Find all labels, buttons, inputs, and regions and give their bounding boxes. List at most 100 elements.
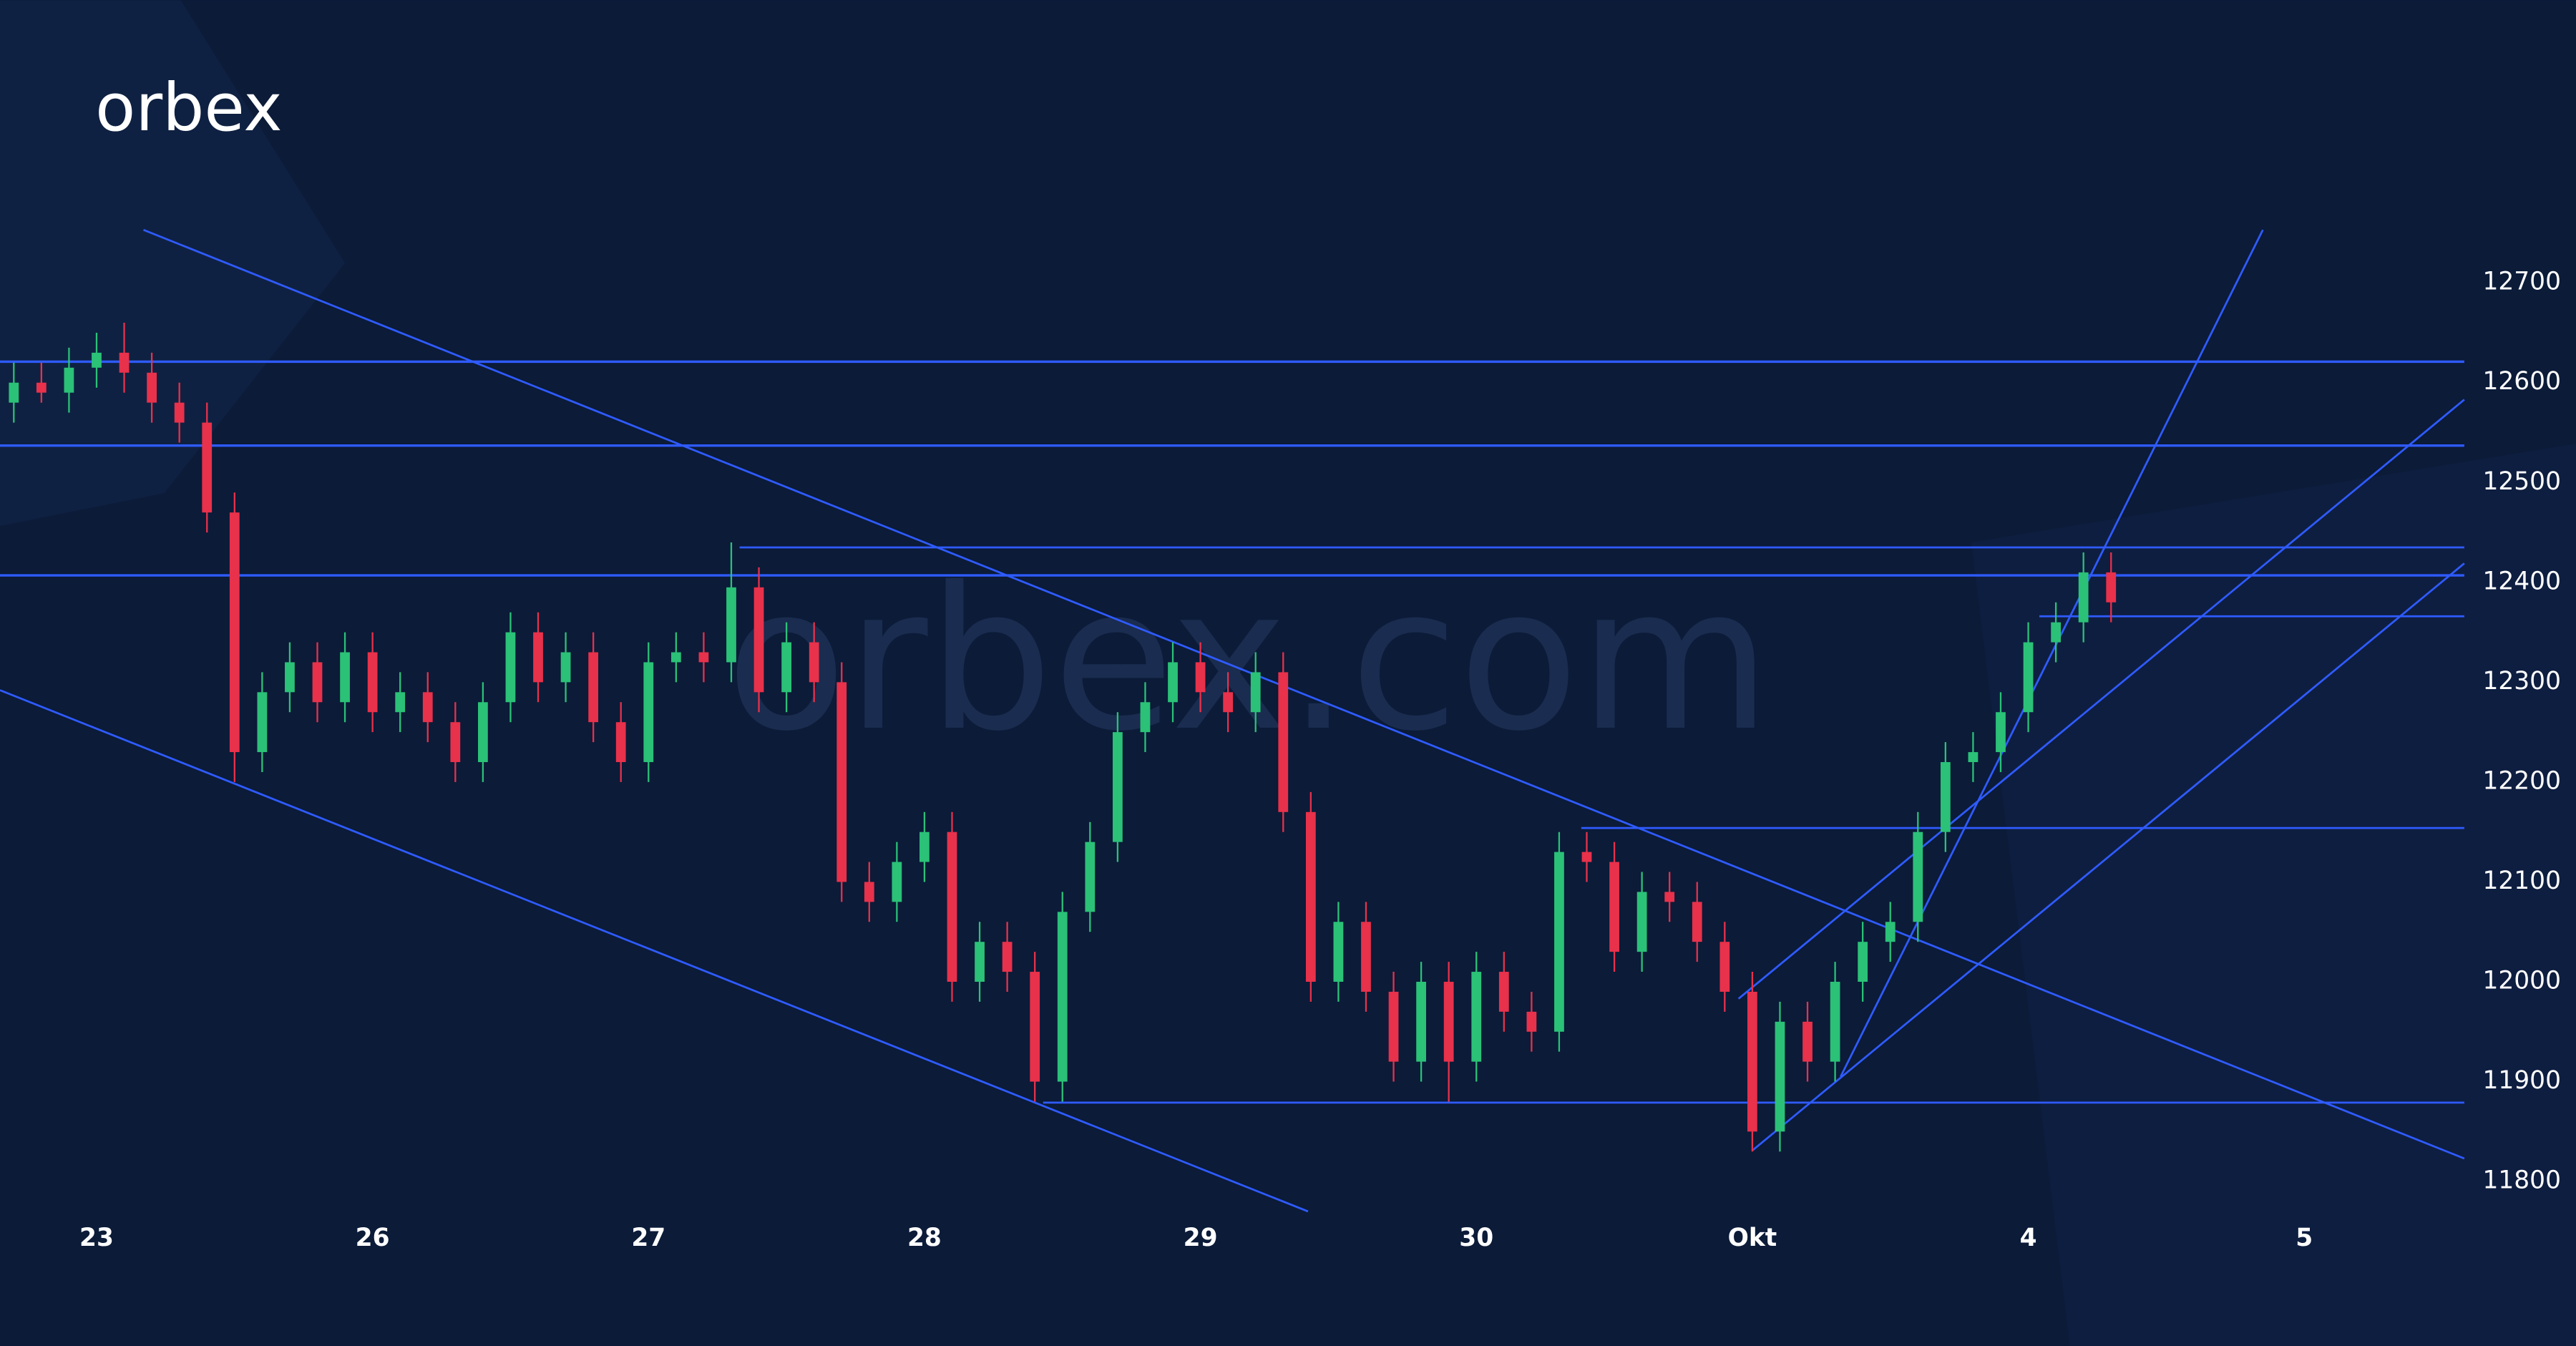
watermark: orbex.com [726,545,1771,774]
candle-body [1913,832,1923,922]
candle-body [64,367,74,393]
candle-body [202,422,213,513]
candle-body [1333,922,1344,982]
candle-body [864,882,874,902]
candle-body [1113,732,1123,842]
y-tick-label: 12400 [2482,567,2561,595]
candle-body [505,632,516,703]
candle-body [1140,702,1151,733]
candle-body [2106,572,2117,603]
candle-body [1802,1021,1813,1062]
candle-body [1471,972,1482,1062]
candle-body [1416,982,1426,1062]
bg-shape [1971,444,2576,1346]
candle-body [422,692,433,723]
candle-body [919,832,930,862]
candle-body [2023,642,2034,713]
candle-body [698,652,709,663]
candle-body [395,692,406,713]
candle-body [1830,982,1840,1062]
candle-body [1002,942,1013,972]
candle-body [478,702,488,763]
x-tick-label: 5 [2296,1224,2313,1252]
x-tick-label: 23 [79,1224,114,1252]
candle-body [1692,902,1702,942]
candle-body [1775,1021,1785,1132]
x-tick-label: 28 [907,1224,942,1252]
candle-body [1085,842,1096,912]
candle-body [726,587,736,663]
candle-body [1996,712,2006,753]
candle-body [670,652,681,663]
candle-body [1554,852,1564,1032]
y-tick-label: 12700 [2482,268,2561,296]
candle-body [2051,622,2061,643]
candle-body [1278,672,1289,812]
candle-body [147,372,157,403]
candle-body [174,402,185,423]
candle-body [1057,912,1068,1082]
candle-body [1305,811,1316,982]
x-tick-label: 4 [2020,1224,2037,1252]
candle-body [975,942,985,982]
y-tick-label: 12600 [2482,367,2561,396]
trend-line [1752,562,2465,1151]
candle-body [1195,662,1206,693]
y-tick-label: 11800 [2482,1166,2561,1195]
candle-body [1030,972,1040,1082]
x-tick-label: 30 [1459,1224,1493,1252]
trend-line [1840,229,2264,1078]
x-tick-label: Okt [1728,1224,1777,1252]
candle-body [1719,942,1730,992]
candle-body [1885,922,1896,942]
y-tick-label: 12200 [2482,766,2561,795]
candle-body [1940,762,1951,832]
trend-line [143,228,2465,1160]
candle-body [229,512,240,753]
y-tick-label: 12500 [2482,467,2561,496]
x-tick-label: 26 [356,1224,390,1252]
candle-body [588,652,599,723]
candle-body [1968,752,1979,763]
x-tick-label: 27 [631,1224,665,1252]
candle-body [1388,991,1399,1062]
candle-body [367,652,378,713]
candle-body [285,662,295,693]
y-tick-label: 11900 [2482,1066,2561,1095]
candle-body [1168,662,1178,703]
trend-line [0,689,1309,1213]
y-tick-label: 12100 [2482,867,2561,895]
candle-body [1609,862,1619,952]
candle-body [36,382,47,393]
candle-body [257,692,268,753]
candle-body [1223,692,1234,713]
y-tick-label: 12000 [2482,967,2561,995]
candle-body [450,722,461,763]
x-tick-label: 29 [1184,1224,1218,1252]
candle-body [92,352,102,368]
candle-body [1361,922,1371,992]
candle-body [2078,572,2089,623]
candle-body [1636,892,1647,952]
candle-body [643,662,654,763]
candle-body [312,662,323,703]
candle-body [615,722,626,763]
candle-body [9,382,19,403]
trend-line [1737,399,2465,1000]
candle-body [560,652,571,683]
candle-body [1526,1011,1537,1032]
candle-body [809,642,819,683]
candle-body [1581,852,1592,862]
candle-body [947,832,957,982]
candle-body [781,642,791,693]
candle-body [1664,892,1675,902]
candle-body [1858,942,1868,982]
candle-body [119,352,130,373]
candle-body [1250,672,1261,713]
logo: orbex [95,69,282,146]
candle-body [340,652,350,703]
candle-body [1498,972,1509,1012]
candle-body [1443,982,1454,1062]
